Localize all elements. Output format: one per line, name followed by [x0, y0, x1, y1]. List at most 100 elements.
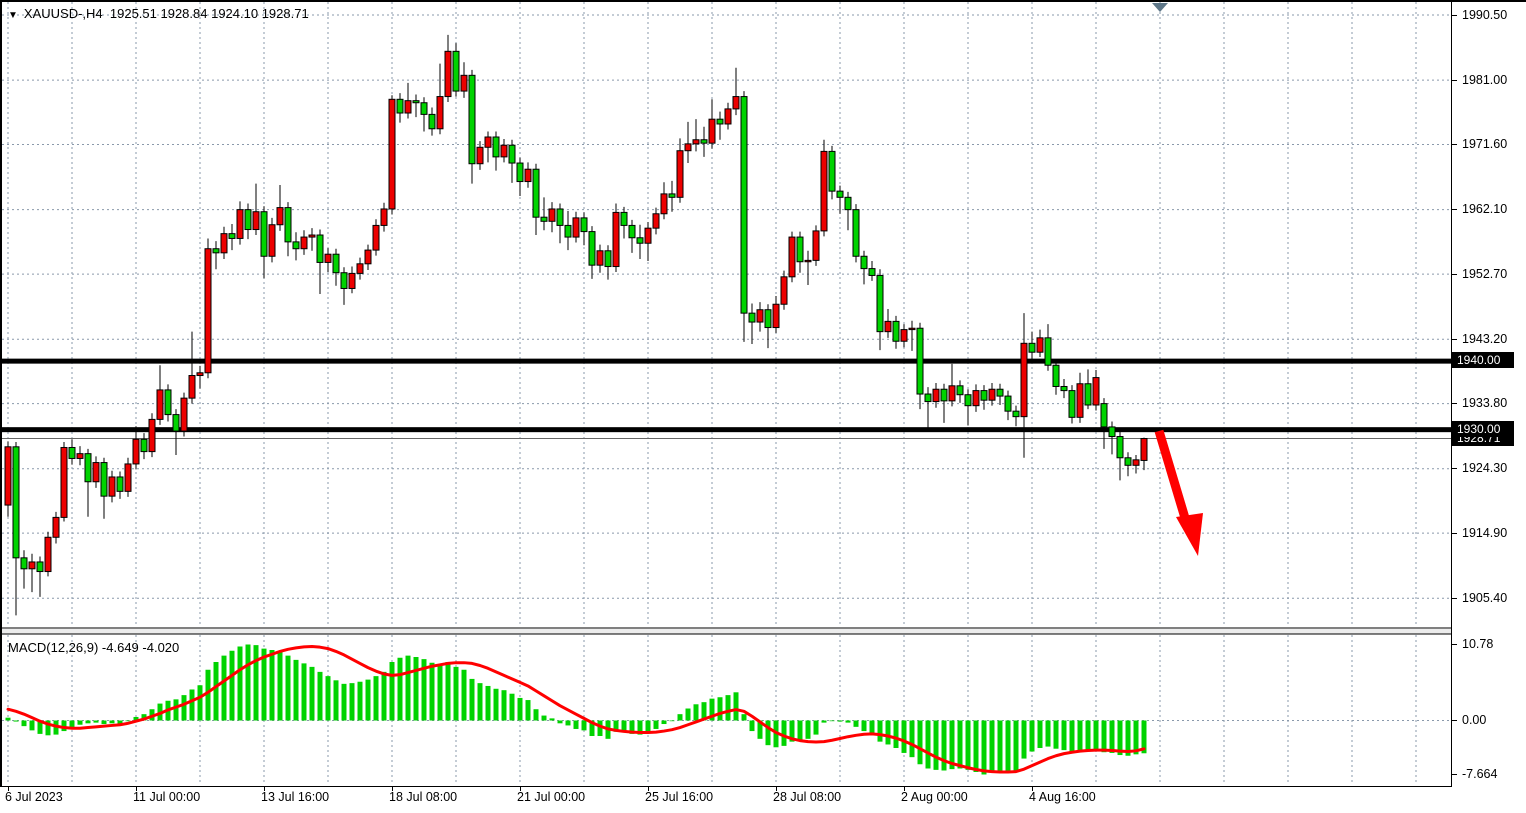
price-axis-label: 1905.40	[1462, 590, 1508, 605]
candle-bear	[924, 393, 932, 403]
candle-bull	[148, 418, 156, 453]
candle-bull	[132, 438, 140, 465]
candle-bear	[588, 231, 596, 266]
window-left-border	[0, 0, 2, 787]
candle-bull	[156, 389, 164, 420]
candle-bear	[1028, 342, 1036, 353]
candle-bull	[476, 146, 484, 165]
candle-bear	[852, 209, 860, 257]
candle-bear	[604, 250, 612, 268]
candle-bull	[276, 207, 284, 226]
candle-bear	[892, 320, 900, 342]
macd-indicator-label: MACD(12,26,9) -4.649 -4.020	[8, 640, 180, 655]
price-axis-tick	[1452, 532, 1457, 534]
candle-bull	[252, 211, 260, 231]
symbol-period-label: XAUUSD-,H4	[23, 6, 103, 21]
ohlc-values: 1925.51 1928.84 1924.10 1928.71	[109, 6, 309, 21]
time-axis-label: 18 Jul 08:00	[389, 790, 458, 804]
candle-bear	[916, 327, 924, 395]
candle-bear	[36, 561, 44, 573]
price-axis-tick	[1452, 79, 1457, 81]
time-axis-label: 6 Jul 2023	[5, 790, 63, 804]
candle-bull	[372, 224, 380, 251]
chart-shift-marker-icon[interactable]	[1152, 3, 1168, 12]
candle-bear	[212, 248, 220, 254]
candle-bull	[44, 536, 52, 573]
support-resistance-line	[0, 358, 1451, 364]
price-axis-tick	[1452, 273, 1457, 275]
candle-bull	[572, 217, 580, 238]
macd-axis-tick	[1452, 644, 1457, 645]
candle-bear	[100, 462, 108, 497]
candle-bear	[164, 389, 172, 416]
price-axis-tick	[1452, 338, 1457, 340]
candle-bull	[364, 249, 372, 265]
candle-bull	[932, 388, 940, 403]
candle-bull	[404, 100, 412, 114]
collapse-arrow-icon[interactable]: ▼	[8, 10, 18, 21]
candle-bull	[972, 390, 980, 407]
candle-bear	[140, 438, 148, 453]
candle-bear	[1116, 436, 1124, 459]
price-axis-tick	[1452, 14, 1457, 16]
candle-bear	[1012, 410, 1020, 418]
chart-canvas[interactable]	[0, 0, 1452, 787]
price-axis-tick	[1452, 597, 1457, 599]
candle-bear	[1068, 390, 1076, 418]
window-top-border	[0, 0, 1526, 2]
candle-bull	[52, 516, 60, 538]
candle-bear	[1108, 426, 1116, 438]
candle-bear	[516, 162, 524, 183]
candle-bull	[4, 446, 12, 506]
candle-bear	[428, 113, 436, 130]
candle-bull	[188, 375, 196, 399]
candle-bull	[308, 234, 316, 238]
trend-arrow-head[interactable]	[1176, 513, 1203, 556]
candle-bull	[524, 168, 532, 183]
price-axis-label: 1981.00	[1462, 72, 1508, 87]
candle-bear	[172, 414, 180, 432]
macd-signal-line	[6, 644, 1146, 774]
price-axis-label: 1990.50	[1462, 7, 1508, 22]
candle-bull	[612, 211, 620, 268]
candle-bull	[708, 118, 716, 144]
candle-bull	[732, 96, 740, 110]
candle-bear	[12, 446, 20, 559]
candle-bear	[492, 136, 500, 158]
price-axis-label: 1952.70	[1462, 266, 1508, 281]
candle-bull	[204, 248, 212, 374]
candle-bull	[196, 372, 204, 377]
candle-bull	[820, 150, 828, 232]
price-axis-label: 1914.90	[1462, 525, 1508, 540]
candle-bull	[484, 136, 492, 148]
candle-bear	[876, 274, 884, 333]
candle-bear	[332, 253, 340, 274]
price-axis-tick	[1452, 468, 1457, 470]
time-axis-label: 25 Jul 16:00	[645, 790, 714, 804]
time-axis-tick	[1032, 787, 1033, 791]
candle-bear	[20, 557, 28, 570]
price-axis-tick	[1452, 403, 1457, 405]
candle-bear	[228, 233, 236, 239]
candle-bear	[980, 390, 988, 401]
candle-bull	[1076, 383, 1084, 418]
candle-bear	[764, 309, 772, 329]
candle-bear	[468, 74, 476, 165]
candle-bull	[92, 462, 100, 483]
time-axis-tick	[776, 787, 777, 791]
candle-bear	[964, 394, 972, 407]
candle-bull	[548, 208, 556, 222]
candle-bull	[756, 309, 764, 323]
candle-bull	[324, 253, 332, 263]
chart-title: ▼ XAUUSD-,H4 1925.51 1928.84 1924.10 1928…	[8, 6, 309, 21]
candle-bull	[900, 329, 908, 342]
candle-bull	[772, 303, 780, 329]
candle-bear	[420, 102, 428, 115]
price-axis-tick	[1452, 209, 1457, 211]
candle-bear	[316, 234, 324, 263]
trend-arrow-object[interactable]	[1154, 429, 1190, 520]
candle-bear	[628, 224, 636, 239]
candle-bear	[860, 255, 868, 270]
candle-bull	[644, 227, 652, 244]
